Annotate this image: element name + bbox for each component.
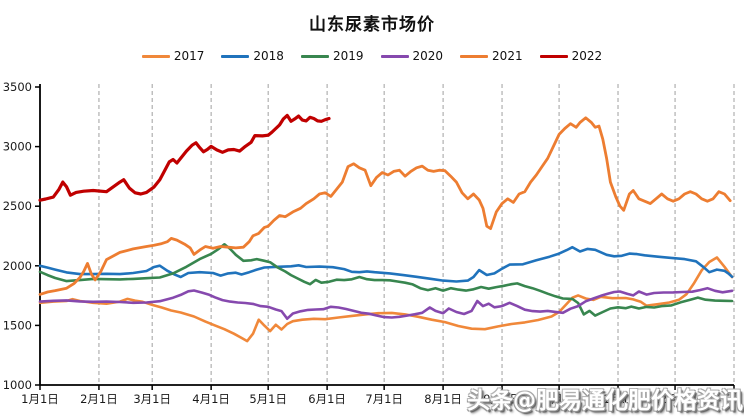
legend-label-2020: 2020: [412, 49, 444, 63]
y-tick-label: 3500: [3, 80, 32, 94]
x-tick-label: 5月1日: [249, 392, 287, 406]
x-tick-label: 1月1日: [21, 392, 59, 406]
legend-swatch-2018: [221, 54, 250, 58]
series-line-2017: [38, 256, 734, 343]
legend-swatch-2019: [300, 54, 329, 58]
legend-swatch-2017: [141, 54, 170, 58]
series-line-2019: [38, 243, 734, 317]
x-tick-label: 12月1日: [653, 392, 698, 406]
series-line-2020: [38, 286, 734, 321]
legend-item-2020: 2020: [380, 49, 444, 63]
legend-label-2022: 2022: [571, 49, 603, 63]
legend-item-2018: 2018: [221, 49, 284, 63]
x-tick-label: 6月1日: [308, 392, 346, 406]
legend-label-2021: 2021: [492, 49, 523, 63]
x-tick-label: 3月1日: [133, 392, 171, 406]
series-line-2022: [38, 113, 331, 202]
y-tick-label: 1000: [3, 378, 32, 392]
series-line-2021: [38, 116, 732, 296]
watermark: 头条@肥易通化肥价格资讯: [467, 388, 743, 414]
legend: 2017 2018 2019 2020 2021 2022: [0, 49, 744, 63]
chart-title: 山东尿素市场价: [309, 15, 435, 35]
legend-swatch-2021: [460, 54, 489, 58]
x-tick-label: 7月1日: [365, 392, 403, 406]
legend-item-2019: 2019: [300, 49, 364, 63]
x-tick-label: 8月1日: [424, 392, 462, 406]
x-tick-label: 10月1日: [537, 392, 582, 406]
x-tick-label: 2月1日: [80, 392, 118, 406]
x-tick-label: 4月1日: [192, 392, 230, 406]
y-tick-label: 2500: [3, 199, 32, 213]
legend-item-2017: 2017: [141, 49, 205, 63]
legend-item-2021: 2021: [460, 49, 523, 63]
x-tick-label: 11月1日: [596, 392, 641, 406]
y-tick-label: 1500: [3, 318, 32, 332]
legend-item-2022: 2022: [539, 49, 603, 63]
x-tick-label: 9月1日: [483, 392, 521, 406]
y-tick-label: 3000: [3, 140, 32, 154]
legend-swatch-2022: [539, 54, 568, 58]
series-line-2018: [38, 245, 734, 283]
y-tick-label: 2000: [3, 259, 32, 273]
legend-label-2019: 2019: [332, 49, 364, 63]
legend-label-2018: 2018: [253, 49, 284, 63]
legend-swatch-2020: [380, 54, 409, 58]
legend-label-2017: 2017: [173, 49, 205, 63]
